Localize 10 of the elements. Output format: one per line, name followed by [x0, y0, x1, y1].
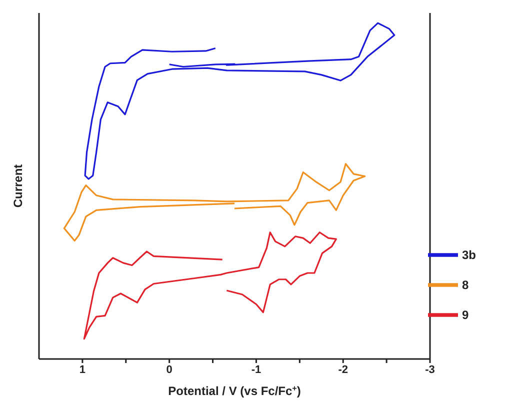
x-tick-label: -2: [338, 364, 348, 376]
x-tick-label: -3: [425, 364, 435, 376]
y-axis-title: Current: [11, 164, 25, 208]
legend-label: 8: [462, 278, 469, 292]
x-axis-title: Potential / V (vs Fc/Fc$^{+}$): [168, 384, 301, 398]
x-tick-label: -1: [251, 364, 262, 376]
legend-label: 9: [462, 308, 469, 322]
x-tick-label: 1: [79, 364, 86, 376]
legend-label: 3b: [462, 248, 476, 262]
x-tick-label: 0: [166, 364, 172, 376]
